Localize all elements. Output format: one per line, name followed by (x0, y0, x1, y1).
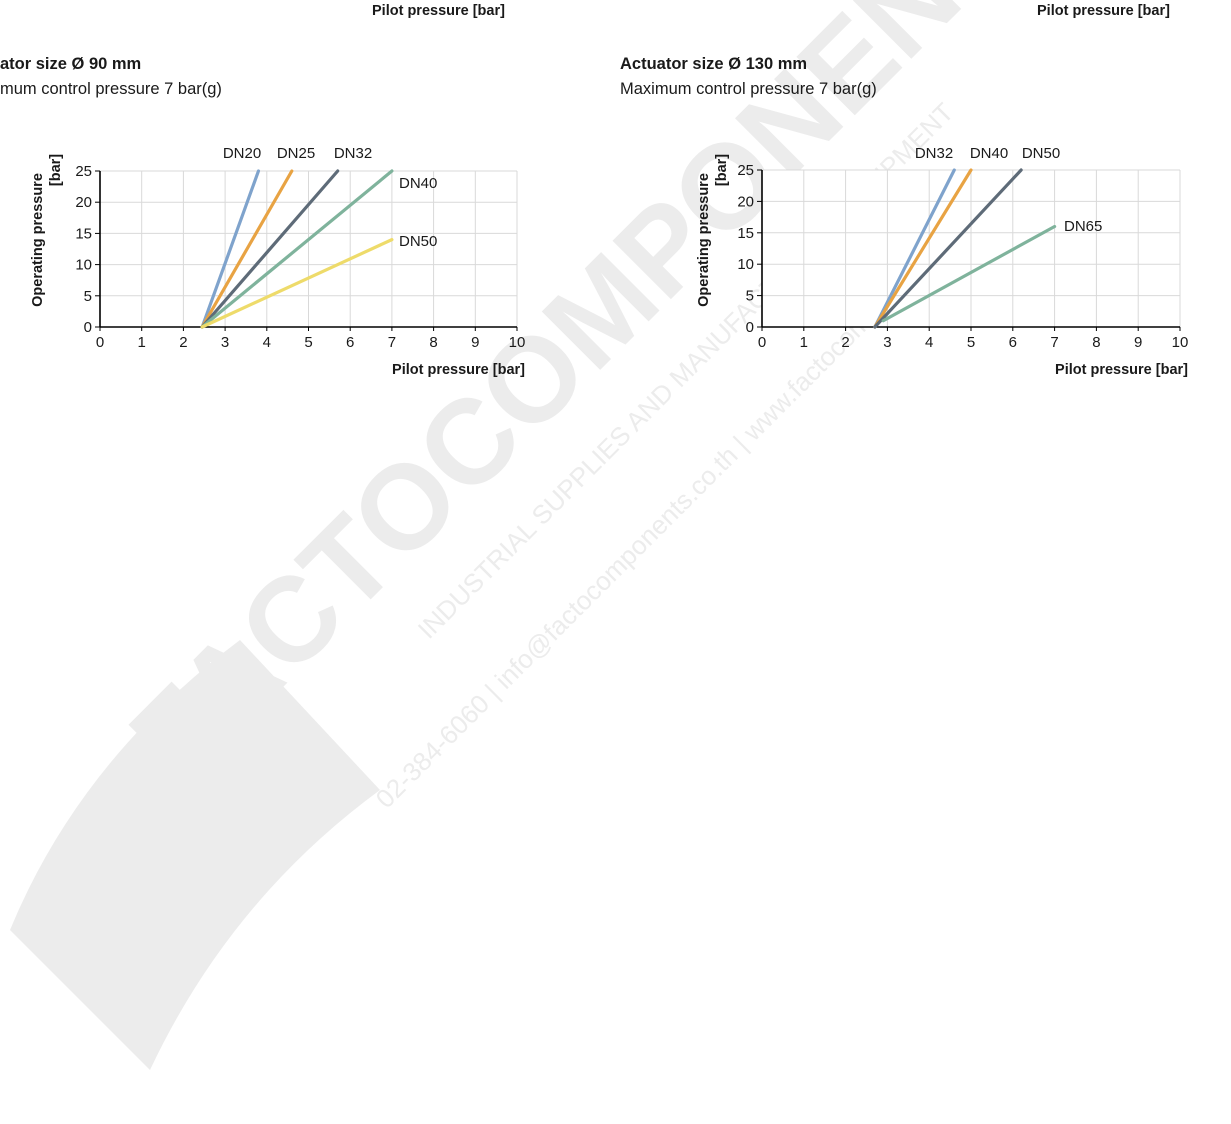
x-tick-label: 3 (221, 334, 229, 351)
y-tick-label: 15 (75, 225, 92, 242)
series-label-dn32: DN32 (334, 145, 372, 162)
x-tick-label: 10 (1172, 334, 1189, 351)
top-axis-label-right: Pilot pressure [bar] (1037, 3, 1170, 19)
watermark-logo-shape (10, 640, 380, 1070)
y-axis-label: Operating pressure (30, 173, 46, 307)
x-tick-label: 0 (758, 334, 766, 351)
series-label-dn40: DN40 (970, 145, 1008, 162)
x-tick-label: 3 (883, 334, 891, 351)
panel-subheading-left: mum control pressure 7 bar(g) (0, 80, 222, 98)
y-tick-label: 5 (746, 288, 754, 305)
series-line-dn50 (200, 238, 394, 329)
x-tick-label: 6 (346, 334, 354, 351)
top-axis-label-left: Pilot pressure [bar] (372, 3, 505, 19)
series-line-dn65 (881, 224, 1057, 323)
x-tick-label: 9 (1134, 334, 1142, 351)
series-label-dn40: DN40 (399, 175, 437, 192)
series-line-dn32 (200, 169, 340, 329)
x-axis-label: Pilot pressure [bar] (392, 362, 525, 378)
y-tick-label: 25 (75, 163, 92, 180)
x-tick-label: 1 (138, 334, 146, 351)
series-line-dn40 (200, 169, 394, 329)
y-tick-label: 15 (737, 225, 754, 242)
y-tick-label: 0 (84, 319, 92, 336)
y-axis-label: Operating pressure (696, 173, 712, 307)
series-label-dn50: DN50 (399, 233, 437, 250)
x-tick-label: 10 (509, 334, 526, 351)
chart-actuator-90: 0 1 2 3 4 5 6 7 8 9 10 0 5 10 15 20 25 Pilot pressure [ba… (30, 145, 526, 378)
y-tick-label: 25 (737, 162, 754, 179)
y-tick-label: 20 (737, 193, 754, 210)
x-tick-label: 2 (179, 334, 187, 351)
x-axis-label: Pilot pressure [bar] (1055, 362, 1188, 378)
x-tick-label: 1 (800, 334, 808, 351)
series-label-dn65: DN65 (1064, 218, 1102, 235)
x-tick-label: 5 (967, 334, 975, 351)
x-tick-label: 6 (1009, 334, 1017, 351)
x-tick-label: 5 (304, 334, 312, 351)
x-tick-label: 9 (471, 334, 479, 351)
x-tick-label: 4 (925, 334, 933, 351)
x-tick-label: 0 (96, 334, 104, 351)
y-tick-label: 0 (746, 319, 754, 336)
x-tick-label: 2 (841, 334, 849, 351)
panel-subheading-right: Maximum control pressure 7 bar(g) (620, 80, 877, 98)
x-tick-label: 7 (1050, 334, 1058, 351)
x-tick-label: 8 (1092, 334, 1100, 351)
series-label-dn32: DN32 (915, 145, 953, 162)
series-label-dn50: DN50 (1022, 145, 1060, 162)
series-line-dn50 (873, 168, 1023, 329)
y-tick-label: 20 (75, 194, 92, 211)
x-tick-label: 7 (388, 334, 396, 351)
x-tick-label: 4 (263, 334, 271, 351)
series-label-dn25: DN25 (277, 145, 315, 162)
y-axis-label-unit: [bar] (714, 154, 730, 186)
panel-heading-left: ator size Ø 90 mm (0, 55, 142, 73)
series-line-dn25 (200, 169, 294, 329)
y-axis-label-unit: [bar] (48, 154, 64, 186)
panel-heading-right: Actuator size Ø 130 mm (620, 55, 808, 73)
y-tick-label: 10 (75, 257, 92, 274)
series-line-dn40 (873, 168, 973, 329)
y-tick-label: 10 (737, 256, 754, 273)
x-tick-label: 8 (429, 334, 437, 351)
series-line-dn32 (873, 168, 956, 329)
chart-actuator-130: 0 1 2 3 4 5 6 7 8 9 10 0 5 10 15 20 25 Pilot pressure [ba… (696, 145, 1189, 378)
series-line-dn20 (200, 169, 261, 329)
series-label-dn20: DN20 (223, 145, 261, 162)
y-tick-label: 5 (84, 288, 92, 305)
